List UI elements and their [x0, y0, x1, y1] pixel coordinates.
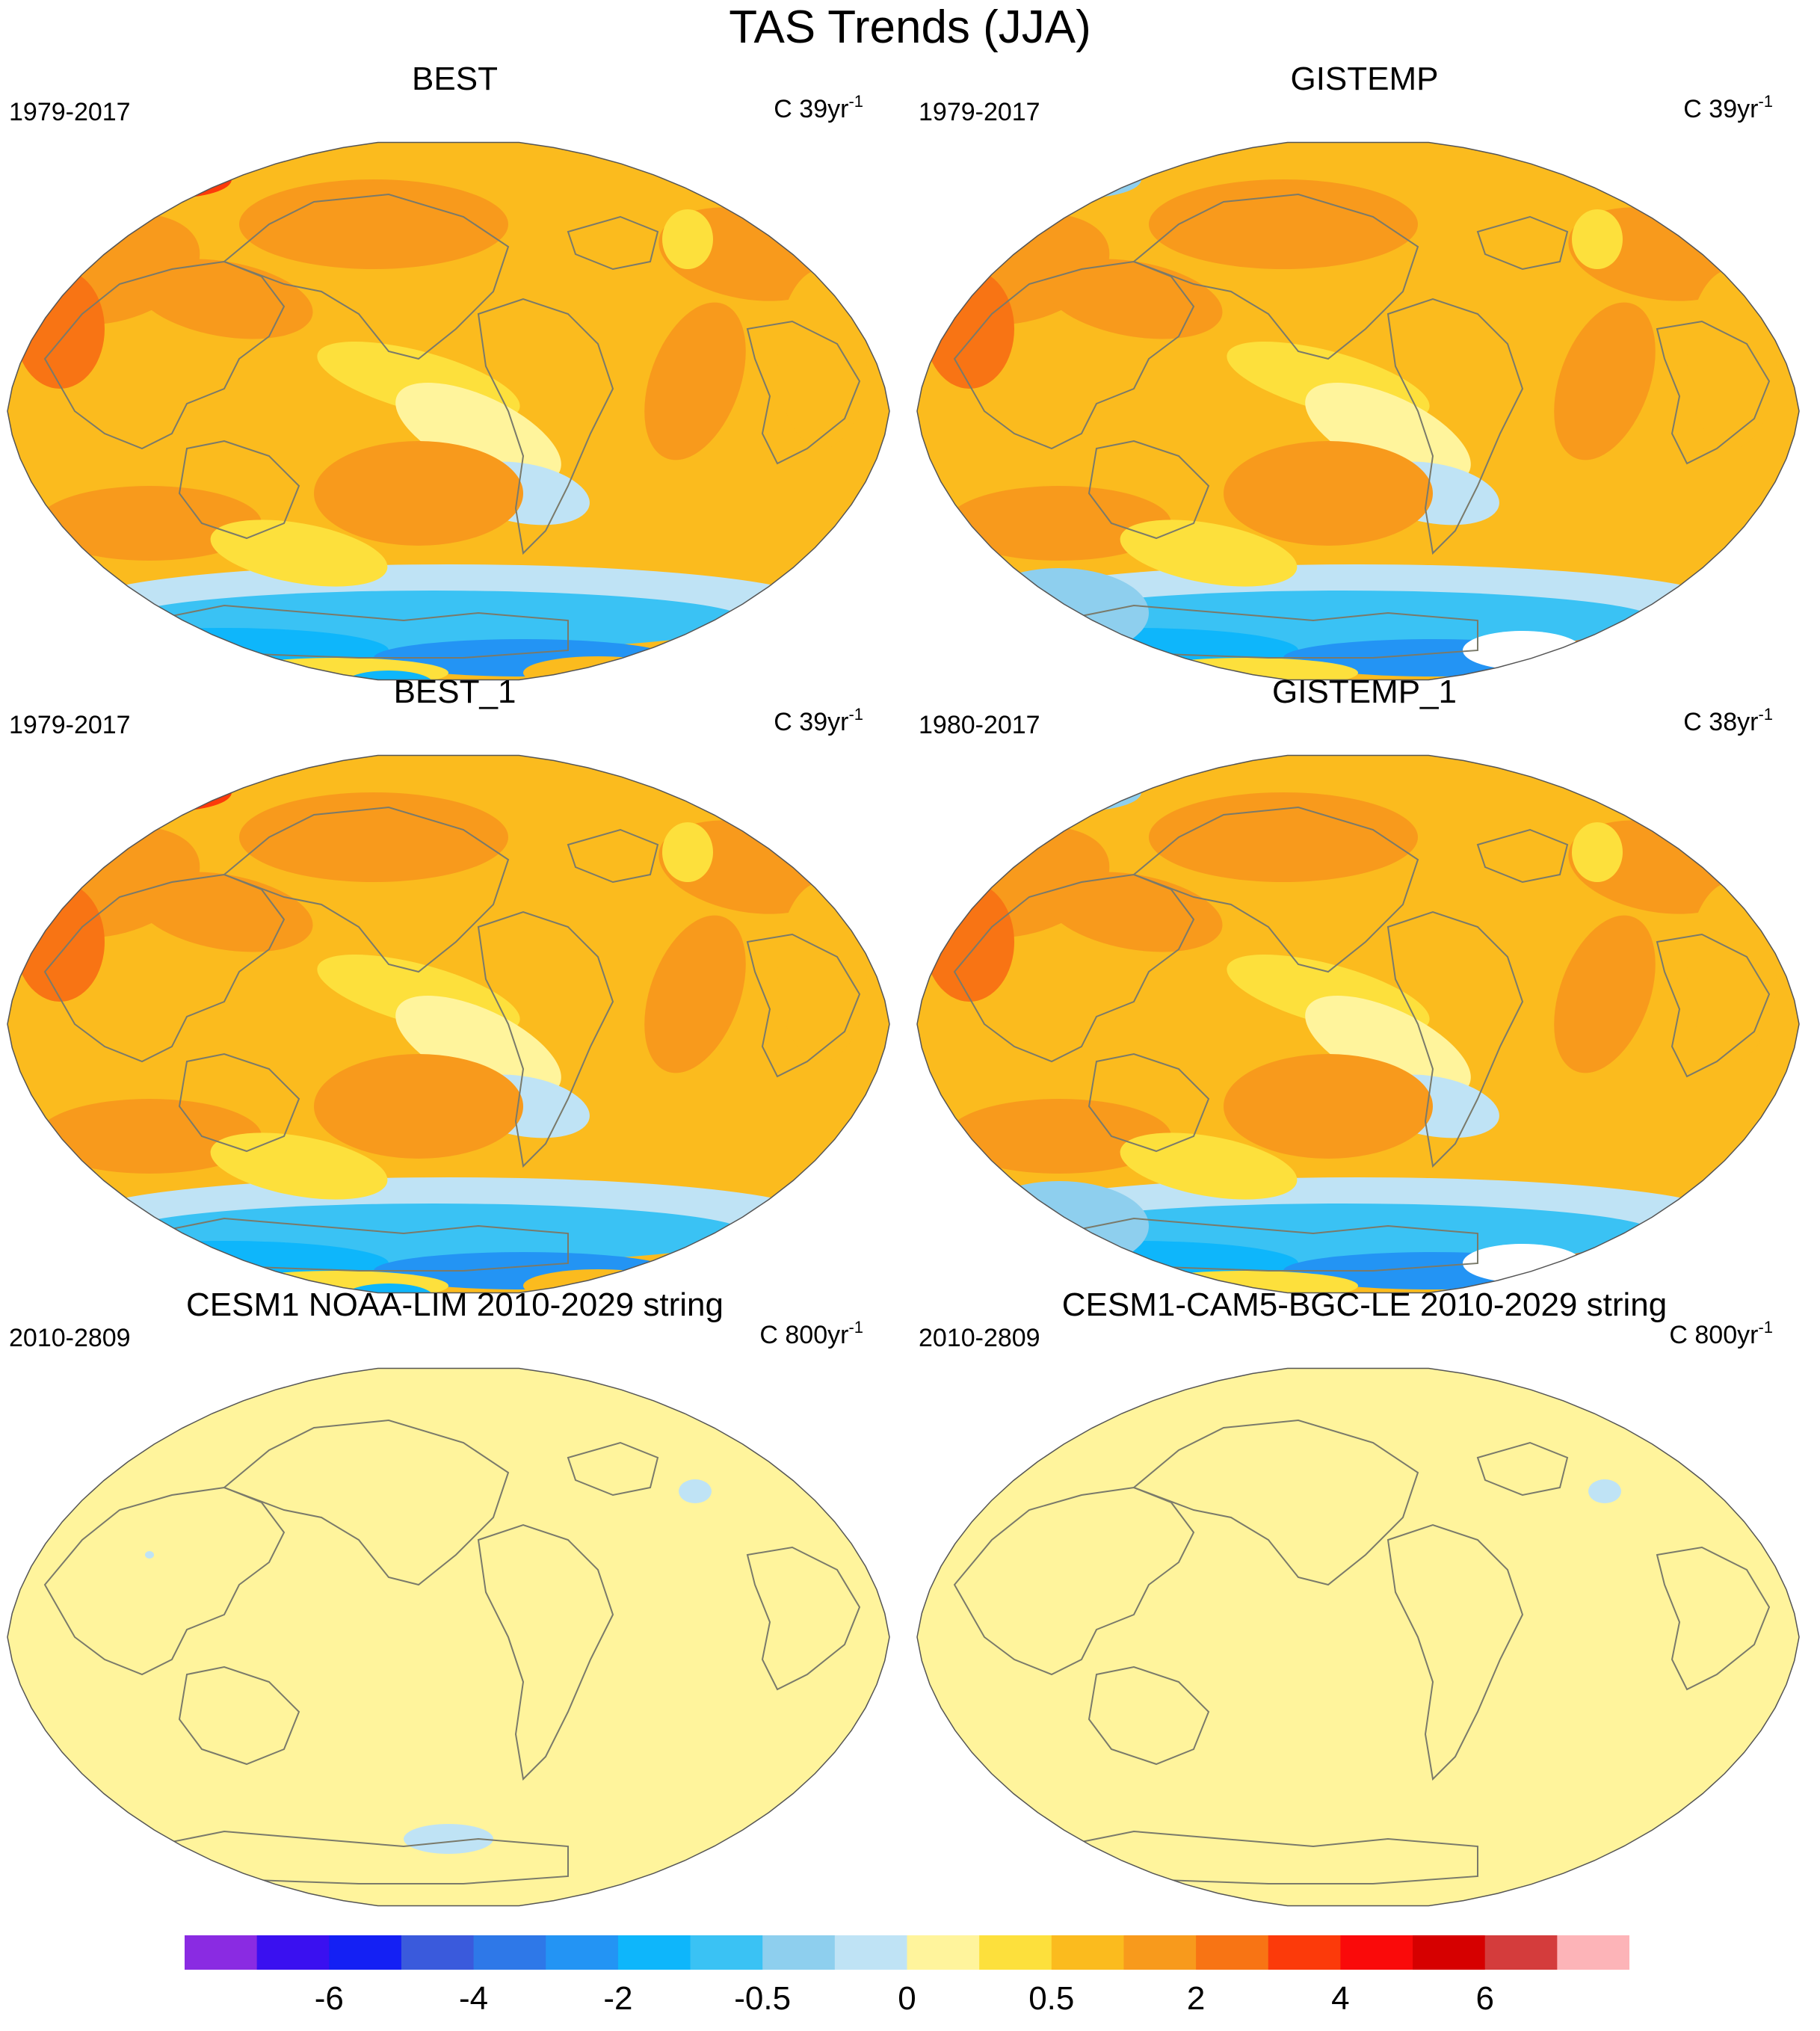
colorbar-swatch	[979, 1935, 1052, 1970]
panel-units: C 39yr-1	[774, 92, 863, 124]
map-image	[916, 1367, 1800, 1907]
panel-units: C 800yr-1	[1669, 1318, 1773, 1350]
colorbar-swatch	[1413, 1935, 1486, 1970]
colorbar-swatch	[256, 1935, 330, 1970]
panel-units-exponent: -1	[848, 92, 863, 111]
colorbar-swatch	[401, 1935, 475, 1970]
colorbar-swatch	[1340, 1935, 1413, 1970]
colorbar-swatch	[762, 1935, 836, 1970]
colorbar-labels: -6 -4 -2 -0.5 0 0.5 2 4 6	[0, 1979, 1820, 2024]
colorbar	[185, 1935, 1629, 1970]
colorbar-swatch	[1196, 1935, 1269, 1970]
panel-units-text: C 39yr	[774, 95, 849, 123]
colorbar-swatch	[1484, 1935, 1558, 1970]
panel-units: C 800yr-1	[759, 1318, 863, 1350]
panel-units-exponent: -1	[1758, 705, 1773, 724]
colorbar-swatch	[1123, 1935, 1197, 1970]
panel-units-exponent: -1	[848, 705, 863, 724]
map-panel: GISTEMP 1979-2017 C 39yr-1	[910, 60, 1819, 688]
colorbar-tick-label: 4	[1331, 1980, 1350, 2017]
panel-units-text: C 800yr	[759, 1321, 849, 1349]
panel-period: 1980-2017	[919, 711, 1040, 739]
colorbar-tick-label: -2	[603, 1980, 633, 2017]
colorbar-swatch	[1051, 1935, 1124, 1970]
colorbar-swatch	[834, 1935, 907, 1970]
colorbar-swatch	[329, 1935, 402, 1970]
colorbar-swatch	[690, 1935, 763, 1970]
panel-units: C 38yr-1	[1683, 705, 1773, 737]
panel-units: C 39yr-1	[774, 705, 863, 737]
map-panel: CESM1 NOAA-LIM 2010-2029 string 2010-2809…	[0, 1286, 910, 1914]
colorbar-tick-label: 0.5	[1028, 1980, 1075, 2017]
panel-units-exponent: -1	[1758, 1318, 1773, 1337]
colorbar-tick-label: 2	[1186, 1980, 1206, 2017]
colorbar-tick-label: -0.5	[734, 1980, 792, 2017]
panel-period: 2010-2809	[9, 1324, 131, 1352]
colorbar-swatch	[1557, 1935, 1629, 1970]
map-panel: BEST 1979-2017 C 39yr-1	[0, 60, 910, 688]
panel-units-exponent: -1	[1758, 92, 1773, 111]
panel-period: 1979-2017	[9, 711, 131, 739]
colorbar-swatch	[907, 1935, 980, 1970]
map-panel: GISTEMP_1 1980-2017 C 38yr-1	[910, 673, 1819, 1301]
map-image	[7, 141, 890, 681]
colorbar-swatch	[185, 1935, 258, 1970]
panel-units: C 39yr-1	[1683, 92, 1773, 124]
panel-title: BEST	[412, 61, 498, 97]
panel-title: BEST_1	[393, 674, 516, 710]
map-image	[916, 754, 1800, 1294]
panel-units-exponent: -1	[848, 1318, 863, 1337]
colorbar-tick-label: 6	[1475, 1980, 1494, 2017]
colorbar-tick-label: -4	[459, 1980, 489, 2017]
figure-title: TAS Trends (JJA)	[729, 1, 1091, 53]
panel-units-text: C 800yr	[1669, 1321, 1759, 1349]
map-image	[7, 1367, 890, 1907]
map-panel: CESM1-CAM5-BGC-LE 2010-2029 string 2010-2…	[910, 1286, 1819, 1914]
colorbar-swatch	[546, 1935, 619, 1970]
panel-period: 2010-2809	[919, 1324, 1040, 1352]
panel-units-text: C 38yr	[1683, 708, 1759, 736]
panel-units-text: C 39yr	[774, 708, 849, 736]
colorbar-tick-label: 0	[898, 1980, 916, 2017]
panel-title: CESM1 NOAA-LIM 2010-2029 string	[186, 1286, 724, 1323]
colorbar-tick-label: -6	[314, 1980, 344, 2017]
panel-period: 1979-2017	[919, 98, 1040, 126]
colorbar-swatch	[473, 1935, 546, 1970]
colorbar-swatch	[1268, 1935, 1341, 1970]
map-image	[916, 141, 1800, 681]
map-image	[7, 754, 890, 1294]
map-panel: BEST_1 1979-2017 C 39yr-1	[0, 673, 910, 1301]
colorbar-swatch	[617, 1935, 691, 1970]
panel-period: 1979-2017	[9, 98, 131, 126]
panel-title: GISTEMP_1	[1272, 674, 1457, 710]
panel-title: GISTEMP	[1290, 61, 1439, 97]
panel-title: CESM1-CAM5-BGC-LE 2010-2029 string	[1061, 1286, 1668, 1323]
panel-units-text: C 39yr	[1683, 95, 1759, 123]
